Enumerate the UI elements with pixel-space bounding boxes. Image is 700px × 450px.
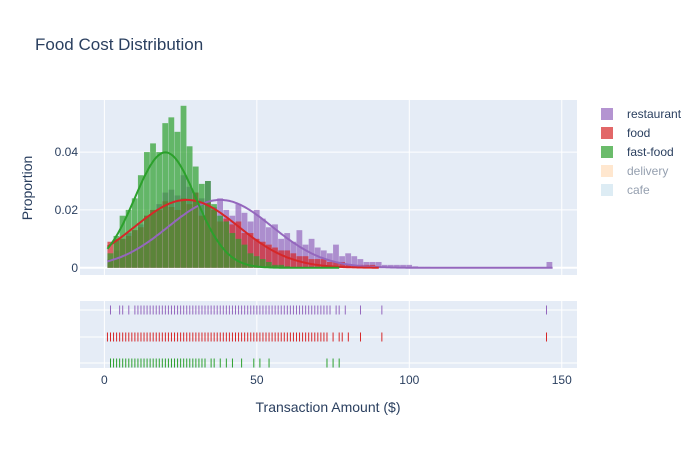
bar-restaurant bbox=[375, 261, 382, 268]
bar-restaurant bbox=[387, 264, 394, 268]
bar-restaurant bbox=[345, 253, 352, 268]
bar-fast-food bbox=[241, 244, 248, 268]
bar-fast-food bbox=[113, 235, 120, 268]
chart-title: Food Cost Distribution bbox=[35, 35, 203, 54]
bar-fast-food bbox=[150, 143, 156, 268]
kde-food bbox=[106, 198, 379, 269]
legend-item-fast-food[interactable]: fast-food bbox=[601, 145, 674, 159]
bar-fast-food bbox=[229, 233, 236, 268]
x-gridlines bbox=[103, 100, 563, 368]
x-tick-label: 100 bbox=[399, 373, 419, 387]
bar-fast-food bbox=[198, 183, 205, 268]
bar-fast-food bbox=[278, 264, 284, 268]
legend: restaurant food fast-food delivery cafe bbox=[601, 107, 682, 197]
bar-restaurant bbox=[357, 259, 364, 268]
kde-fast-food bbox=[106, 151, 340, 269]
bar-fast-food bbox=[180, 105, 187, 268]
y-tick-label: 0 bbox=[71, 261, 78, 275]
bar-food bbox=[272, 247, 278, 268]
bar-fast-food bbox=[192, 166, 199, 268]
bar-fast-food bbox=[235, 238, 242, 268]
legend-label: cafe bbox=[627, 183, 650, 197]
bar-restaurant bbox=[272, 224, 278, 268]
y-tick-label: 0.04 bbox=[55, 145, 79, 159]
bar-food bbox=[253, 238, 260, 268]
bar-fast-food bbox=[162, 123, 169, 268]
y-axis-title: Proportion bbox=[19, 156, 35, 221]
bar-fast-food bbox=[144, 152, 150, 268]
x-tick-labels: 0 50 100 150 bbox=[101, 373, 572, 387]
bar-restaurant bbox=[314, 247, 321, 268]
legend-item-restaurant[interactable]: restaurant bbox=[601, 107, 682, 121]
legend-item-delivery[interactable]: delivery bbox=[601, 164, 668, 178]
bar-restaurant bbox=[296, 230, 303, 268]
bar-food bbox=[247, 233, 254, 268]
rug-plot-area bbox=[80, 301, 577, 368]
legend-swatch bbox=[601, 108, 613, 120]
bar-fast-food bbox=[223, 221, 230, 268]
bar-fast-food bbox=[272, 264, 278, 268]
rug-marks bbox=[106, 305, 548, 368]
bar-restaurant bbox=[394, 264, 400, 268]
y-tick-label: 0.02 bbox=[55, 203, 79, 217]
legend-swatch bbox=[601, 127, 613, 139]
legend-swatch bbox=[601, 165, 613, 177]
bar-restaurant bbox=[333, 244, 339, 268]
bar-fast-food bbox=[265, 261, 272, 268]
bar-food bbox=[333, 261, 339, 268]
bar-fast-food bbox=[119, 215, 126, 268]
bar-food bbox=[339, 261, 345, 268]
bar-food bbox=[265, 244, 272, 268]
bar-restaurant bbox=[351, 256, 358, 268]
x-tick-label: 150 bbox=[552, 373, 572, 387]
x-tick-label: 0 bbox=[101, 373, 108, 387]
bar-fast-food bbox=[174, 131, 181, 268]
bar-fast-food bbox=[247, 253, 254, 268]
legend-item-cafe[interactable]: cafe bbox=[601, 183, 650, 197]
legend-label: food bbox=[627, 126, 650, 140]
y-tick-labels: 0 0.02 0.04 bbox=[55, 145, 79, 275]
legend-label: delivery bbox=[627, 164, 668, 178]
legend-label: fast-food bbox=[627, 145, 674, 159]
bar-food bbox=[320, 259, 327, 268]
bar-fast-food bbox=[217, 215, 224, 268]
bar-food bbox=[314, 259, 321, 268]
legend-swatch bbox=[601, 184, 613, 196]
bar-fast-food bbox=[125, 209, 132, 268]
bar-food bbox=[259, 241, 266, 268]
bar-fast-food bbox=[186, 146, 193, 268]
bar-restaurant bbox=[284, 233, 291, 268]
bar-food bbox=[278, 250, 284, 268]
x-tick-label: 50 bbox=[250, 373, 264, 387]
legend-label: restaurant bbox=[627, 107, 682, 121]
bar-food bbox=[284, 250, 291, 268]
x-axis-title: Transaction Amount ($) bbox=[256, 399, 401, 415]
bar-fast-food bbox=[168, 117, 175, 268]
bar-food bbox=[326, 261, 333, 268]
bar-fast-food bbox=[253, 256, 260, 268]
histogram-bars bbox=[107, 105, 553, 268]
kde-curves bbox=[106, 151, 553, 269]
bar-fast-food bbox=[259, 259, 266, 268]
bar-fast-food bbox=[131, 198, 138, 268]
legend-swatch bbox=[601, 146, 613, 158]
legend-item-food[interactable]: food bbox=[601, 126, 650, 140]
bar-restaurant bbox=[546, 261, 553, 268]
bar-restaurant bbox=[406, 264, 413, 268]
bar-restaurant bbox=[400, 264, 406, 268]
kde-restaurant bbox=[107, 198, 553, 269]
